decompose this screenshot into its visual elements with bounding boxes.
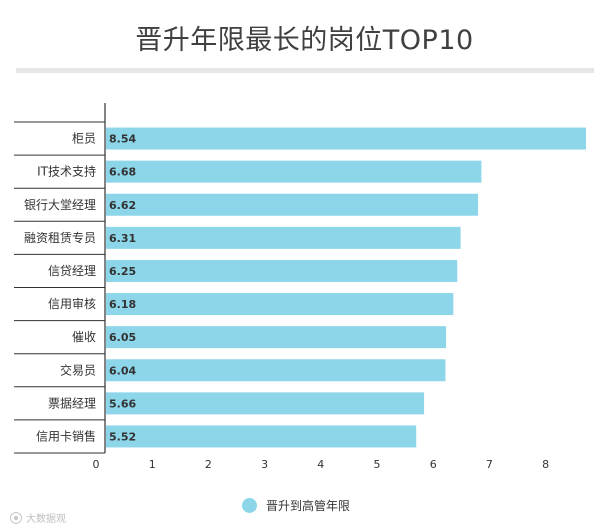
- bar-2: [106, 193, 479, 216]
- x-tick-label: 4: [317, 458, 324, 471]
- category-label: 票据经理: [48, 396, 96, 410]
- x-tick-label: 5: [374, 458, 381, 471]
- legend-swatch: [242, 498, 257, 513]
- value-label: 6.62: [109, 199, 136, 212]
- x-tick-label: 6: [430, 458, 437, 471]
- category-label: 信贷经理: [48, 264, 96, 278]
- bars-layer: [106, 127, 586, 448]
- bar-9: [106, 425, 417, 448]
- value-labels: 8.54 6.68 6.62 6.31 6.25 6.18 6.05 6.04 5.66 5.52: [109, 133, 136, 444]
- value-label: 6.25: [109, 265, 136, 278]
- axes: [14, 103, 106, 454]
- title-underline: [16, 68, 594, 73]
- legend-label: 晋升到高管年限: [266, 499, 351, 513]
- x-tick-label: 3: [261, 458, 268, 471]
- bar-6: [106, 326, 447, 349]
- x-tick-label: 2: [205, 458, 212, 471]
- bar-0: [106, 127, 586, 150]
- category-label: 柜员: [72, 132, 96, 146]
- bar-chart: 柜员 IT技术支持银行大堂经理融资租赁专员信贷经理信用审核催收交易员票据经理信用卡…: [14, 103, 586, 471]
- chart-title: 晋升年限最长的岗位TOP10: [135, 25, 474, 56]
- value-label: 5.66: [109, 397, 136, 410]
- value-label: 6.05: [109, 331, 136, 344]
- bar-5: [106, 293, 454, 316]
- x-tick-label: 7: [486, 458, 493, 471]
- value-label: 8.54: [109, 133, 136, 146]
- watermark: 大数据观: [10, 510, 66, 525]
- category-label: 催收: [72, 330, 96, 344]
- watermark-logo-icon: [10, 511, 22, 524]
- category-label: IT技术支持: [37, 164, 96, 179]
- bar-1: [106, 160, 482, 183]
- legend: 晋升到高管年限: [242, 497, 350, 514]
- bar-7: [106, 359, 446, 382]
- bar-8: [106, 392, 425, 415]
- bar-3: [106, 226, 461, 249]
- value-label: 6.18: [109, 298, 136, 311]
- category-label: 银行大堂经理: [24, 198, 96, 212]
- x-tick-label: 8: [542, 458, 549, 471]
- category-labels: 柜员 IT技术支持银行大堂经理融资租赁专员信贷经理信用审核催收交易员票据经理信用卡…: [24, 132, 96, 444]
- value-label: 6.31: [109, 232, 136, 245]
- value-label: 6.04: [109, 364, 136, 377]
- value-label: 5.52: [109, 430, 136, 443]
- watermark-text: 大数据观: [26, 514, 66, 525]
- category-label: 交易员: [60, 362, 96, 377]
- category-label: 信用卡销售: [36, 428, 96, 443]
- category-label: 融资租赁专员: [24, 230, 96, 245]
- category-label: 信用审核: [48, 296, 96, 311]
- value-label: 6.68: [109, 166, 136, 179]
- x-tick-labels: 0 1 2 3 4 5 6 7 8: [93, 458, 550, 471]
- x-tick-label: 0: [93, 458, 100, 471]
- bar-4: [106, 259, 458, 282]
- x-tick-label: 1: [149, 458, 156, 471]
